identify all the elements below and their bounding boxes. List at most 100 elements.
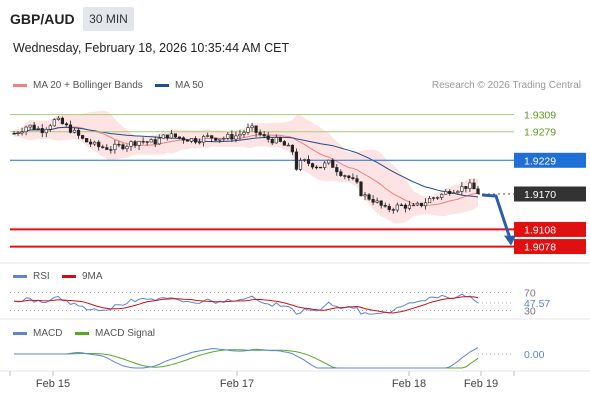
candle <box>149 139 153 143</box>
candle <box>448 191 452 194</box>
candle <box>403 204 407 209</box>
candle <box>298 160 303 170</box>
candle <box>355 178 359 183</box>
candle <box>230 134 234 140</box>
candle <box>395 204 399 211</box>
candle <box>379 200 383 206</box>
candle <box>371 198 375 203</box>
chart-datetime: Wednesday, February 18, 2026 10:35:44 AM… <box>13 41 290 55</box>
x-tick-label: Feb 19 <box>464 378 498 390</box>
support-level-label: 1.9078 <box>524 242 556 254</box>
candle <box>214 137 218 141</box>
candle <box>48 125 52 130</box>
candle <box>310 163 315 168</box>
candle <box>76 129 81 136</box>
candle <box>266 135 270 140</box>
candle <box>290 144 295 153</box>
candle <box>52 119 56 127</box>
candle <box>391 209 395 211</box>
candle <box>193 138 198 143</box>
support-level-label-box <box>514 239 586 255</box>
candle <box>28 124 32 128</box>
candle <box>202 135 206 143</box>
support-level-label-box <box>514 221 586 237</box>
candle <box>270 138 274 144</box>
legend-rsi: RSI <box>13 271 50 282</box>
macd-signal-line <box>14 349 479 369</box>
resistance-level-label-box <box>514 186 586 202</box>
legend-macd-signal-label: MACD Signal <box>95 328 156 339</box>
timeframe-badge[interactable]: 30 MIN <box>83 7 134 31</box>
ma20-swatch <box>13 83 27 87</box>
candle <box>258 132 262 135</box>
candle <box>210 135 214 139</box>
resistance-label: 1.9309 <box>524 110 556 122</box>
legend-rsi-label: RSI <box>33 271 50 282</box>
candle <box>12 133 16 135</box>
candle <box>181 137 186 141</box>
candle <box>419 202 424 207</box>
candle <box>254 125 258 133</box>
candle <box>306 159 311 164</box>
candle <box>165 134 169 139</box>
candle <box>117 143 121 146</box>
candle <box>246 127 250 133</box>
candle <box>452 192 456 194</box>
candle <box>464 186 468 189</box>
legend-rsi-ma: 9MA <box>62 271 103 282</box>
x-tick-label: Feb 17 <box>220 378 254 390</box>
legend-macd: MACD <box>13 328 62 339</box>
candle <box>407 204 412 209</box>
candle <box>121 144 125 150</box>
candle <box>105 147 109 150</box>
candle <box>274 137 278 144</box>
rsi-tick-label: 70 <box>524 288 536 300</box>
research-credit: Research © 2026 Trading Central <box>431 80 581 91</box>
candle <box>387 205 391 210</box>
legend-ma50-label: MA 50 <box>175 80 204 91</box>
candle <box>24 126 28 132</box>
macd-swatch <box>13 331 27 335</box>
candle <box>68 124 73 133</box>
candle <box>93 141 97 145</box>
candle <box>250 125 254 129</box>
symbol-title: GBP/AUD <box>10 11 75 27</box>
candle <box>97 141 101 148</box>
candle <box>113 143 117 151</box>
candle <box>323 162 327 168</box>
candle <box>153 139 157 145</box>
forecast-arrow <box>481 193 512 240</box>
candle <box>198 141 202 144</box>
candle <box>375 200 379 203</box>
candle <box>432 197 436 199</box>
candle <box>331 159 335 168</box>
legend-macd-signal: MACD Signal <box>75 328 155 339</box>
candle <box>141 141 145 143</box>
legend-rsi-ma-label: 9MA <box>82 271 103 282</box>
candle <box>278 137 282 142</box>
candle <box>125 146 129 150</box>
rsi-ma-swatch <box>62 274 76 278</box>
candle <box>456 191 460 194</box>
candle <box>335 167 339 173</box>
legend-ma20-label: MA 20 + Bollinger Bands <box>33 80 143 91</box>
resistance-level-label: 1.9170 <box>524 189 556 201</box>
candle <box>315 166 319 169</box>
candle <box>339 171 343 176</box>
macd-signal-swatch <box>75 331 89 335</box>
candle <box>32 124 36 130</box>
ma50-line <box>13 126 479 198</box>
rsi-line <box>13 293 479 315</box>
candle <box>89 141 93 145</box>
legend-ma20-bollinger: MA 20 + Bollinger Bands <box>13 80 143 91</box>
candle <box>319 166 323 169</box>
candle <box>222 137 226 140</box>
support-level-label: 1.9108 <box>524 224 556 236</box>
candle <box>327 159 331 164</box>
candle <box>226 134 230 139</box>
candle <box>40 128 44 134</box>
candle <box>351 177 355 179</box>
candle <box>460 186 464 192</box>
candle <box>383 205 387 207</box>
